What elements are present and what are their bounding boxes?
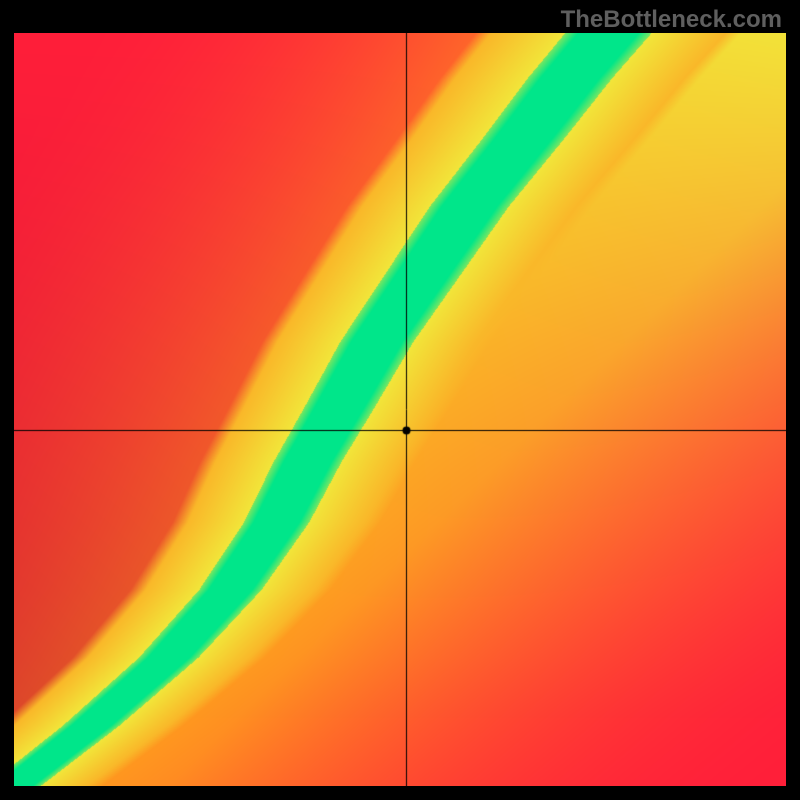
watermark-text: TheBottleneck.com bbox=[561, 6, 782, 34]
bottleneck-heatmap bbox=[14, 33, 786, 786]
chart-container: TheBottleneck.com bbox=[0, 0, 800, 800]
